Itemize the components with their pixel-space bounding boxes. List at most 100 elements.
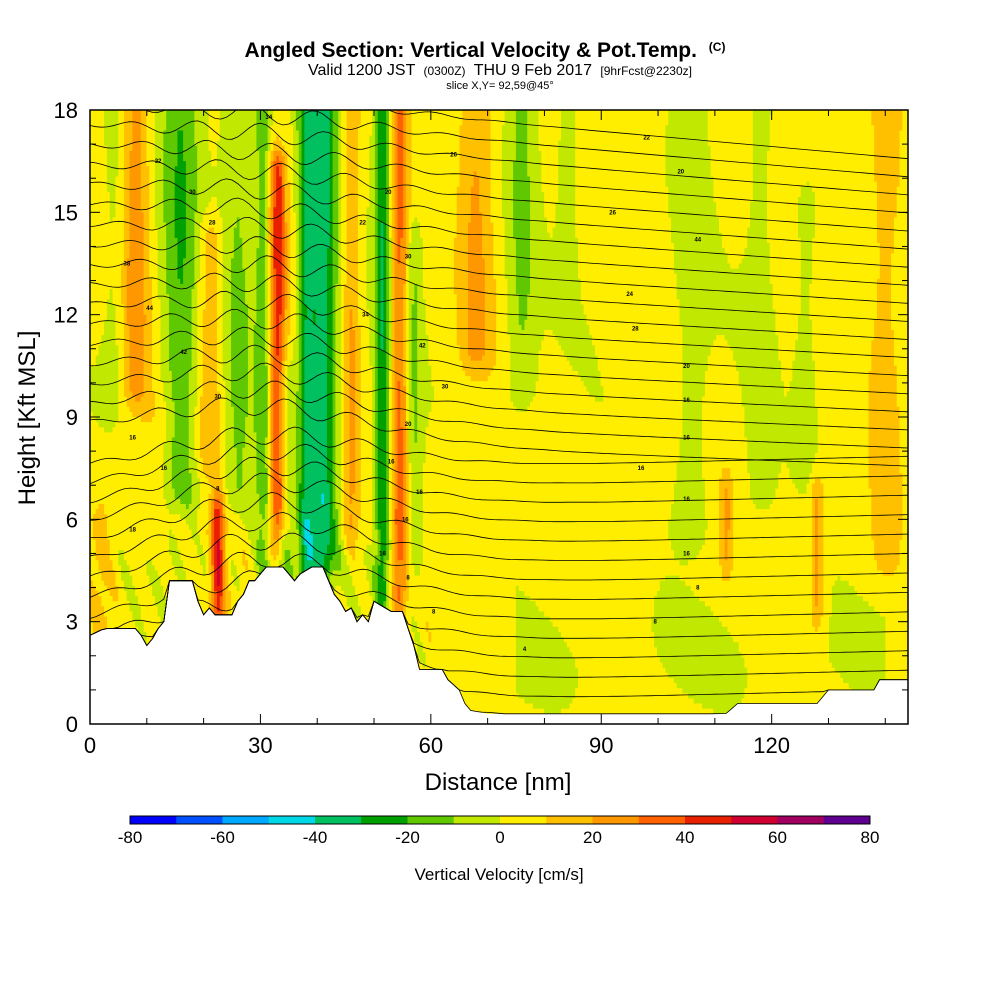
y-tick-label: 18 [54, 98, 78, 123]
isentrope-labels: 34 32 26 22 20 20 30 26 28 22 44 30 38 24 44 34 28 42 42 20… [124, 115, 702, 653]
x-tick-label: 120 [753, 733, 790, 758]
isentrope-line [90, 120, 908, 196]
isentrope-label: 20 [385, 190, 392, 196]
colorbar-label: Vertical Velocity [cm/s] [414, 865, 583, 884]
isentrope-label: 16 [402, 517, 409, 523]
y-axis-label: Height [Kft MSL] [14, 331, 41, 506]
isentrope-label: 26 [450, 152, 457, 158]
isentrope-line [90, 566, 908, 639]
isentrope-label: 4 [523, 647, 527, 653]
isentrope-label: 16 [683, 497, 690, 503]
isentrope-label: 16 [683, 398, 690, 404]
isentrope-line [90, 397, 908, 467]
isentrope-line [90, 472, 908, 523]
isentrope-line [90, 344, 908, 413]
colorbar-swatch [823, 816, 871, 824]
colorbar-tick-label: -80 [118, 828, 143, 847]
isentropes-layer [90, 110, 908, 715]
isentrope-label: 44 [694, 238, 701, 244]
isentrope-label: 30 [405, 255, 412, 261]
colorbar-swatch [453, 816, 501, 824]
isentrope-line [90, 290, 908, 358]
isentrope-label: 34 [266, 115, 273, 121]
isentrope-label: 8 [432, 609, 436, 615]
colorbar-tick-label: 40 [676, 828, 695, 847]
isentrope-line [90, 178, 908, 250]
isentrope-label: 34 [362, 313, 369, 319]
colorbar-frame [129, 815, 871, 825]
isentrope-label: 38 [124, 262, 131, 268]
isentrope-label: 20 [405, 422, 412, 428]
colorbar-tick-label: -40 [303, 828, 328, 847]
isentrope-label: 32 [155, 159, 162, 165]
isentrope-line [90, 552, 908, 600]
y-tick-label: 3 [66, 610, 78, 635]
colorbar-swatch [130, 816, 177, 824]
isentrope-label: 16 [160, 466, 167, 472]
isentrope-label: 30 [189, 190, 196, 196]
colorbar-swatch [592, 816, 640, 824]
isentrope-label: 16 [638, 466, 645, 472]
isentrope-line [90, 441, 908, 485]
isentrope-line [144, 110, 908, 178]
isentrope-label: 20 [677, 169, 684, 175]
colorbar-swatch [546, 816, 593, 824]
isentrope-line [90, 254, 908, 322]
chart-title-mark: (C) [709, 40, 726, 54]
isentrope-line [90, 380, 908, 449]
colorbar-swatch [361, 816, 408, 824]
valid-time: Valid 1200 JST [308, 62, 416, 79]
figure-header: Angled Section: Vertical Velocity & Pot.… [245, 39, 726, 92]
isentrope-label: 16 [416, 490, 423, 496]
colorbar-tick-label: -20 [395, 828, 420, 847]
isentrope-label: 20 [683, 364, 690, 370]
colorbar-swatch [500, 816, 547, 824]
y-tick-label: 15 [54, 200, 78, 225]
colorbar-swatch [777, 816, 825, 824]
isentrope-line [338, 110, 908, 160]
y-tick-label: 9 [66, 405, 78, 430]
isentrope-line [90, 235, 908, 304]
isentrope-label: 28 [632, 326, 639, 332]
colorbar-tick-label: 0 [495, 828, 504, 847]
colorbar-swatch [176, 816, 223, 824]
isentrope-label: 30 [442, 384, 449, 390]
isentrope-label: 16 [379, 551, 386, 557]
isentrope-label: 42 [180, 350, 187, 356]
colorbar-swatch [222, 816, 270, 824]
isentrope-line [90, 566, 908, 659]
colorbar-tick-label: 60 [768, 828, 787, 847]
svg-text:Valid 1200 JST (0300Z): Valid 1200 JST (0300Z) THU 9 Feb 2017 [9… [308, 62, 692, 79]
isentrope-line [90, 456, 908, 504]
terrain [90, 567, 908, 724]
valid-date: THU 9 Feb 2017 [474, 62, 592, 79]
isentrope-label: 44 [146, 306, 153, 312]
isentrope-label: 8 [216, 487, 220, 493]
isentrope-label: 22 [359, 221, 366, 227]
colorbar-swatch [731, 816, 778, 824]
isentrope-label: 18 [129, 528, 136, 534]
isentrope-label: 8 [654, 620, 658, 626]
isentrope-label: 28 [209, 221, 216, 227]
isentrope-line [90, 140, 908, 214]
colorbar-tick-label: 80 [861, 828, 880, 847]
isentrope-line [90, 532, 908, 581]
terrain-mask [90, 567, 908, 724]
isentrope-label: 42 [419, 343, 426, 349]
isentrope-label: 8 [406, 575, 410, 581]
y-tick-label: 6 [66, 507, 78, 532]
colorbar: -80 -60 -40 -20 0 20 40 60 80 [118, 815, 880, 847]
isentrope-line [90, 308, 908, 377]
isentrope-label: 16 [388, 459, 395, 465]
isentrope-line [90, 426, 908, 464]
isentrope-label: 24 [626, 292, 633, 298]
isentrope-line [90, 491, 908, 542]
isentrope-line [90, 216, 908, 286]
x-axis-label: Distance [nm] [425, 769, 572, 796]
isentrope-label: 22 [643, 135, 650, 141]
colorbar-tick-label: -60 [210, 828, 235, 847]
isentrope-label: 30 [214, 395, 221, 401]
isentrope-label: 8 [696, 586, 700, 592]
colorbar-swatch [685, 816, 732, 824]
